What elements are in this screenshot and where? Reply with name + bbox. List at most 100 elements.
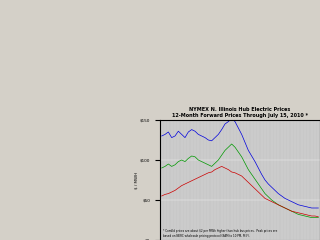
Round-the-Clock [193,155,197,158]
Round-the-Clock [273,201,277,204]
Round-the-Clock [300,214,304,217]
Off-Peak [183,183,187,186]
Round-the-Clock [246,168,250,171]
Round-the-Clock [203,162,207,165]
Round-the-Clock [250,173,253,176]
Line: Round-the-Clock: Round-the-Clock [162,144,318,218]
Peak [273,189,277,192]
Round-the-Clock [263,192,267,195]
Peak [276,192,280,195]
Round-the-Clock [253,178,257,181]
Round-the-Clock [303,215,307,217]
Off-Peak [160,195,164,198]
Peak [233,120,237,123]
Peak [253,160,257,163]
Round-the-Clock [183,160,187,163]
Round-the-Clock [163,165,167,168]
Peak [227,120,230,123]
Peak [267,183,270,186]
Peak [176,130,180,133]
Off-Peak [170,191,173,193]
Round-the-Clock [173,163,177,166]
Off-Peak [253,187,257,190]
Off-Peak [176,186,180,189]
Off-Peak [286,208,290,211]
Round-the-Clock [283,207,287,210]
Peak [300,204,304,207]
Off-Peak [187,181,190,184]
Off-Peak [163,193,167,196]
Peak [260,173,264,176]
Off-Peak [290,210,293,213]
Peak [173,135,177,138]
Peak [303,205,307,208]
Off-Peak [316,215,320,218]
Off-Peak [213,168,217,171]
Off-Peak [303,213,307,216]
Peak [180,133,184,136]
Peak [256,167,260,169]
Peak [216,133,220,136]
Peak [196,133,200,136]
Round-the-Clock [176,160,180,163]
Off-Peak [236,173,240,176]
Round-the-Clock [267,195,270,198]
Round-the-Clock [310,216,314,219]
Peak [210,139,213,142]
Off-Peak [240,174,244,177]
Off-Peak [263,197,267,200]
Off-Peak [210,171,213,174]
Off-Peak [260,194,264,197]
Off-Peak [276,203,280,206]
Peak [183,136,187,139]
Round-the-Clock [216,159,220,162]
Round-the-Clock [213,162,217,165]
Peak [230,117,234,120]
Round-the-Clock [243,162,247,165]
Round-the-Clock [307,215,310,218]
Peak [310,207,314,210]
Round-the-Clock [240,155,244,158]
Round-the-Clock [166,162,170,165]
Round-the-Clock [187,157,190,160]
Off-Peak [190,179,194,182]
Off-Peak [296,211,300,214]
Peak [316,207,320,210]
Peak [250,155,253,157]
Off-Peak [243,178,247,181]
Peak [160,135,164,138]
Round-the-Clock [270,198,274,201]
Round-the-Clock [170,165,173,168]
Off-Peak [300,212,304,215]
Round-the-Clock [190,155,194,157]
Off-Peak [203,173,207,176]
Round-the-Clock [256,183,260,186]
Round-the-Clock [293,211,297,214]
Round-the-Clock [206,163,210,166]
Peak [220,128,224,131]
Round-the-Clock [196,159,200,162]
Off-Peak [220,165,224,168]
Line: Off-Peak: Off-Peak [162,166,318,217]
Text: * ComEd prices are about $2 per MWh higher than hub bus prices.  Peak prices are: * ComEd prices are about $2 per MWh high… [163,229,277,238]
Round-the-Clock [236,150,240,153]
Peak [190,128,194,131]
Peak [206,138,210,141]
Peak [236,126,240,129]
Peak [200,135,204,138]
Line: Peak: Peak [162,118,318,208]
Peak [223,123,227,126]
Off-Peak [173,189,177,192]
Off-Peak [223,167,227,169]
Round-the-Clock [200,160,204,163]
Round-the-Clock [276,203,280,206]
Peak [290,200,293,203]
Off-Peak [200,174,204,177]
Off-Peak [233,171,237,174]
Off-Peak [216,167,220,169]
Round-the-Clock [220,154,224,157]
Round-the-Clock [286,208,290,211]
Off-Peak [246,181,250,184]
Round-the-Clock [233,146,237,149]
Off-Peak [310,215,314,217]
